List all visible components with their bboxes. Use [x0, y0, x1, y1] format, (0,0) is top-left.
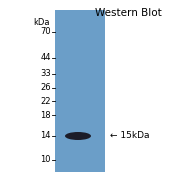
Text: 22: 22	[40, 96, 51, 105]
Text: 70: 70	[40, 28, 51, 37]
Text: 26: 26	[40, 84, 51, 93]
Bar	[55, 10, 105, 172]
Text: 44: 44	[40, 53, 51, 62]
Text: 33: 33	[40, 69, 51, 78]
Text: ← 15kDa: ← 15kDa	[110, 132, 150, 141]
Text: 10: 10	[40, 156, 51, 165]
Text: Western Blot: Western Blot	[95, 8, 161, 18]
Ellipse shape	[65, 132, 91, 140]
Text: 14: 14	[40, 132, 51, 141]
Text: kDa: kDa	[33, 18, 50, 27]
Text: 18: 18	[40, 111, 51, 120]
